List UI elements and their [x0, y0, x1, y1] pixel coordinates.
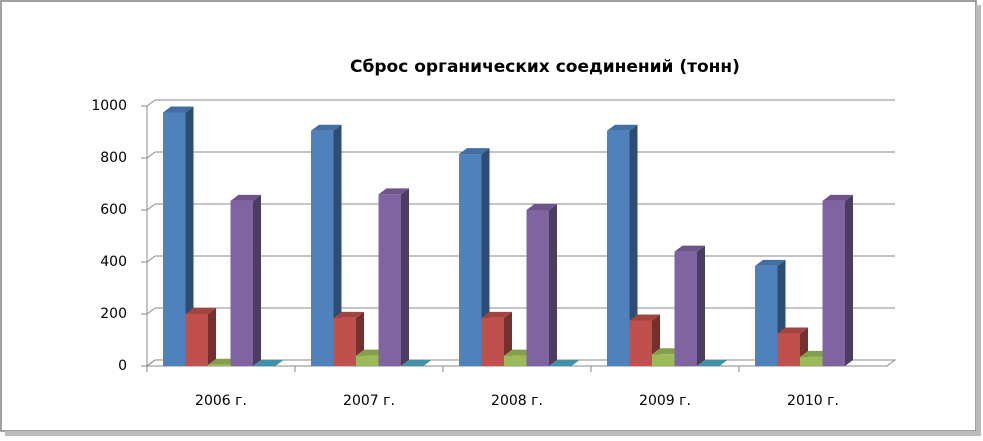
bar-front [607, 130, 630, 366]
bar [163, 106, 194, 366]
bar [185, 308, 216, 366]
x-tick-label: 2010 г. [787, 393, 839, 409]
bar-front [230, 200, 253, 366]
bar-side [481, 148, 490, 366]
bar-side [549, 204, 557, 366]
bar-front [208, 364, 231, 366]
bar-front [163, 112, 186, 366]
bar-front [356, 355, 379, 366]
bar-front [652, 354, 675, 366]
x-tick-label: 2007 г. [343, 393, 395, 409]
bar-front [822, 200, 845, 366]
bar [549, 360, 580, 366]
grid-line [146, 203, 156, 211]
bar-top [163, 106, 194, 113]
bar-top [697, 360, 728, 366]
bar-side [629, 124, 638, 366]
bar [311, 124, 342, 366]
bar-front [481, 317, 504, 366]
bar-top [629, 314, 660, 321]
grid-line [146, 99, 156, 107]
bar-front [378, 194, 401, 366]
bar-front [526, 210, 549, 366]
bar-front [459, 154, 482, 366]
x-tick-label: 2008 г. [491, 393, 543, 409]
bar-top [526, 204, 557, 210]
bar [253, 360, 284, 366]
bar-top [401, 360, 432, 366]
bar-side [333, 124, 342, 366]
bar-front [333, 317, 356, 366]
bar-top [378, 188, 409, 195]
bar-top [185, 308, 216, 314]
bar [401, 360, 432, 366]
bar-front [185, 314, 208, 366]
bar [777, 327, 808, 366]
bar [526, 204, 557, 366]
y-tick-label: 600 [100, 202, 127, 218]
chart-title: Сброс органических соединений (тонн) [350, 57, 740, 77]
grid-line [146, 307, 156, 315]
bar-top [755, 259, 786, 266]
bar-top [230, 194, 261, 201]
bar-side [845, 194, 853, 366]
bar-side [208, 308, 216, 366]
bar-front [629, 320, 652, 366]
bar-front [504, 355, 527, 366]
grid-line [146, 151, 156, 159]
bar-front [777, 333, 800, 366]
bar-front [311, 130, 334, 366]
bar-top [333, 311, 364, 318]
y-tick-label: 0 [118, 358, 127, 374]
bar-top [607, 124, 638, 131]
bar [697, 360, 728, 366]
bar-top [459, 148, 490, 155]
bar [230, 194, 261, 366]
y-tick-label: 1000 [91, 98, 127, 114]
bar-top [777, 327, 808, 334]
bar [607, 124, 638, 366]
bar-side [697, 245, 705, 366]
bar-top [311, 124, 342, 131]
x-tick-label: 2009 г. [639, 393, 691, 409]
bar-side [253, 194, 261, 366]
frame-shadow [5, 431, 979, 436]
y-tick-label: 200 [100, 306, 127, 322]
bar [674, 245, 705, 366]
bar-top [253, 360, 284, 366]
bar [459, 148, 490, 366]
bar-top [481, 311, 512, 318]
y-tick-label: 800 [100, 150, 127, 166]
bar-front [800, 356, 823, 366]
grid-line [146, 255, 156, 263]
bar-top [674, 245, 705, 252]
y-tick-label: 400 [100, 254, 127, 270]
bar-front [755, 265, 778, 366]
bar-top [549, 360, 580, 366]
bar [378, 188, 409, 366]
bar [333, 311, 364, 366]
bar [481, 311, 512, 366]
grid-line [146, 359, 156, 367]
bar-top [822, 194, 853, 201]
bar-side [401, 188, 409, 366]
frame-shadow [976, 5, 981, 436]
bar-side [185, 106, 194, 366]
x-tick-label: 2006 г. [195, 393, 247, 409]
bar [822, 194, 853, 366]
bar-front [674, 251, 697, 366]
bar [629, 314, 660, 366]
